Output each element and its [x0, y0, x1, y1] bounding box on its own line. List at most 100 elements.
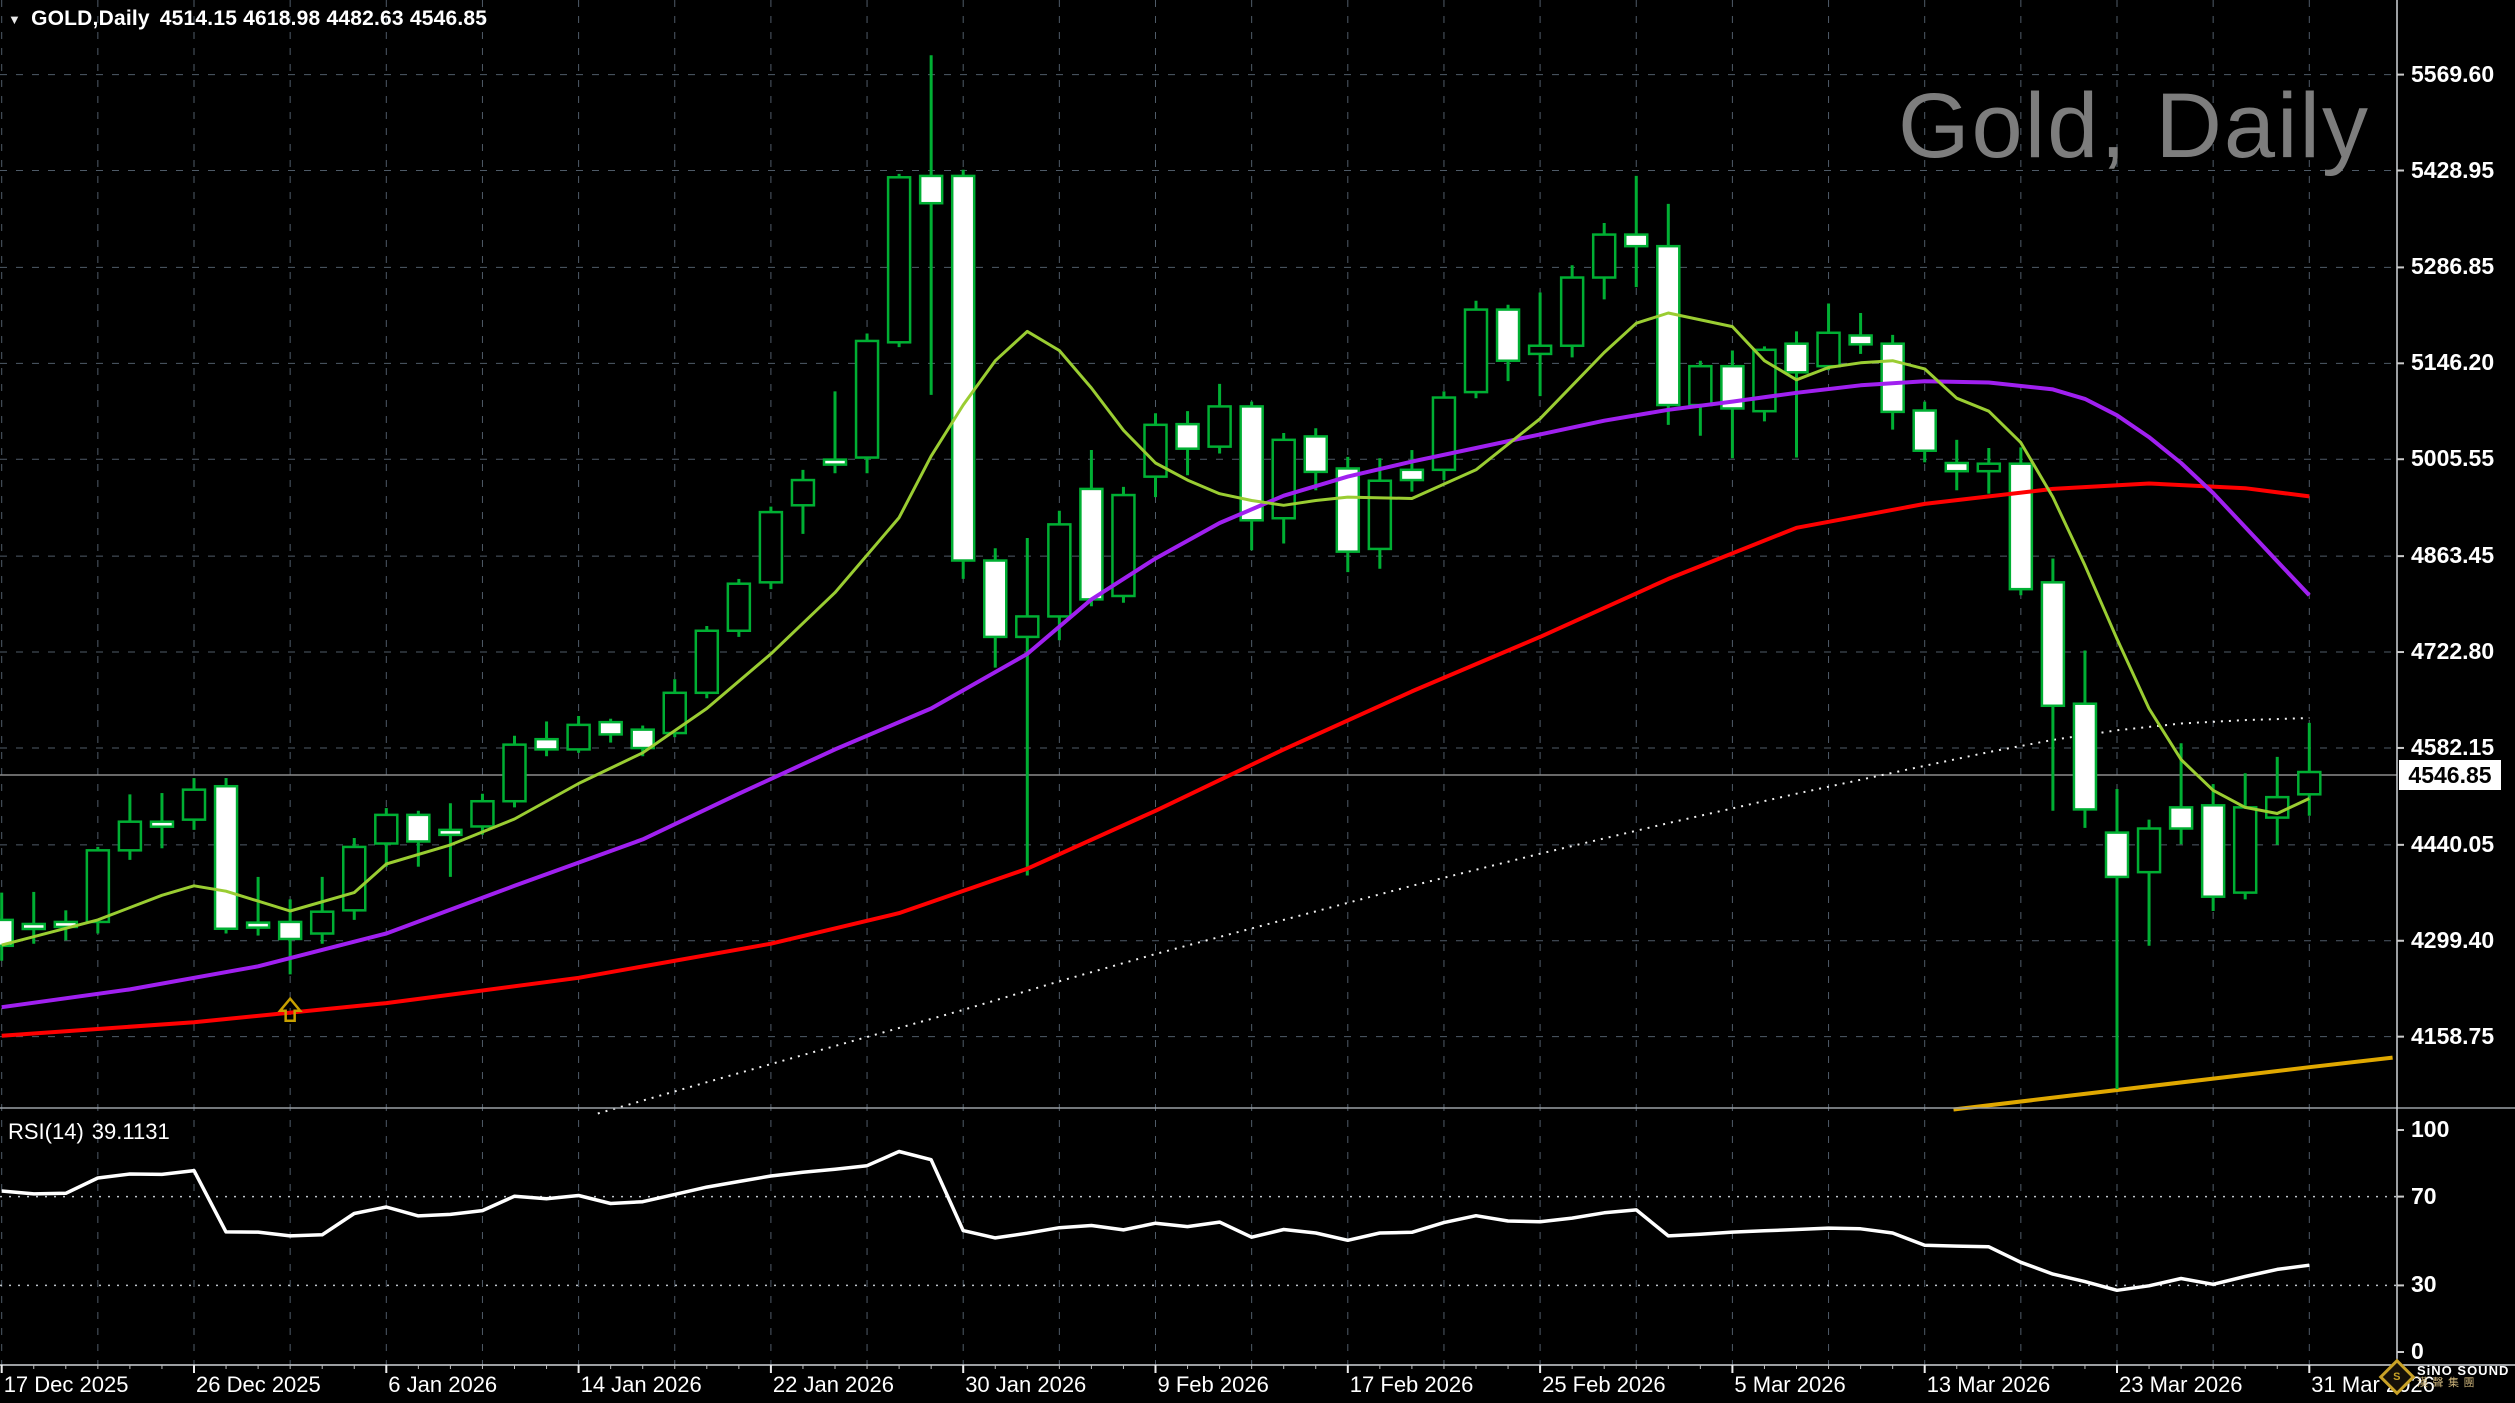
candle-body	[1976, 462, 2002, 473]
candle-body	[2008, 462, 2034, 591]
candle-body	[502, 743, 527, 803]
candle-body	[2040, 581, 2066, 708]
candle-body	[438, 828, 463, 837]
candle-body	[886, 176, 912, 344]
candle-body	[1912, 409, 1937, 452]
current-price-badge: 4546.85	[2399, 760, 2501, 790]
rsi-value: 39.1131	[91, 1119, 170, 1144]
candle-body	[1047, 523, 1072, 618]
rsi-name: RSI(14)	[8, 1119, 84, 1144]
broker-logo-cn: 漢聲集團	[2417, 1377, 2479, 1390]
date-axis-label: 26 Dec 2025	[196, 1372, 321, 1397]
candle-body	[1720, 364, 1745, 410]
candle-body	[21, 922, 46, 931]
candle-body	[277, 920, 303, 941]
candle-body	[2297, 770, 2322, 796]
candle-body	[662, 691, 687, 735]
candle-body	[181, 788, 207, 821]
rsi-axis-label: 70	[2411, 1182, 2437, 1209]
candle-body	[598, 720, 623, 736]
date-axis-label: 17 Dec 2025	[3, 1372, 129, 1397]
candle-body	[566, 723, 591, 751]
date-axis-label: 13 Mar 2026	[1926, 1372, 2051, 1397]
candle-body	[0, 918, 14, 948]
date-axis-label: 17 Feb 2026	[1349, 1372, 1474, 1397]
gold-trendline	[1953, 1055, 2393, 1112]
date-axis-label: 22 Jan 2026	[772, 1372, 894, 1397]
date-axis-label: 25 Feb 2026	[1542, 1372, 1666, 1397]
candle-body	[822, 458, 848, 466]
candle-body	[2136, 827, 2162, 874]
candle-body	[1399, 468, 1425, 482]
candle-body	[950, 174, 976, 562]
date-axis-label: 14 Jan 2026	[580, 1372, 702, 1397]
ma-mid	[1, 379, 2311, 1010]
candle-body	[1239, 405, 1264, 522]
chart-title-bar: ▼ GOLD,Daily 4514.15 4618.98 4482.63 454…	[8, 7, 487, 31]
candle-body	[1431, 396, 1457, 472]
candle-body	[1656, 244, 1681, 407]
candle-body	[149, 820, 175, 828]
candle-body	[470, 799, 495, 828]
candle-body	[534, 737, 559, 751]
ma-slow	[1, 481, 2310, 1038]
date-axis-label: 6 Jan 2026	[388, 1372, 498, 1397]
candle-body	[2104, 831, 2130, 879]
date-axis-label: 23 Mar 2026	[2119, 1372, 2243, 1397]
candle-body	[983, 559, 1008, 639]
symbol-dropdown-icon[interactable]: ▼	[8, 11, 22, 27]
candle-body	[2072, 702, 2098, 811]
candle-body	[1848, 334, 1873, 346]
candle-body	[1688, 364, 1713, 407]
candle-body	[1944, 461, 1969, 473]
buy-arrow-icon	[277, 996, 303, 1022]
candle-body	[854, 339, 880, 459]
candle-body	[213, 784, 239, 930]
candle-body	[2168, 806, 2194, 830]
candle-body	[1816, 331, 1841, 368]
candle-body	[374, 813, 399, 845]
symbol-timeframe-label: GOLD,Daily	[31, 7, 150, 30]
candle-body	[1335, 467, 1361, 553]
candle-body	[1303, 435, 1328, 474]
candle-body	[1784, 342, 1809, 374]
candle-body	[1880, 342, 1905, 414]
rsi-axis-label: 0	[2411, 1338, 2424, 1364]
candle-body	[245, 921, 271, 929]
ma-fast	[1, 311, 2310, 947]
candle-body	[2200, 804, 2226, 898]
price-axis-label: 5005.55	[2411, 445, 2495, 472]
candle-body	[790, 478, 816, 507]
candle-body	[1175, 422, 1200, 450]
candle-body	[1015, 615, 1040, 639]
price-axis-label: 5428.95	[2411, 156, 2495, 183]
candle-body	[1624, 233, 1649, 248]
candle-body	[1367, 479, 1393, 551]
candle-body	[630, 728, 655, 750]
chart-watermark: Gold, Daily	[1898, 75, 2370, 177]
candle-body	[1079, 487, 1104, 601]
candle-body	[117, 820, 143, 852]
price-axis-label: 4863.45	[2411, 542, 2495, 569]
price-axis-label: 5286.85	[2411, 253, 2495, 280]
price-axis-label: 5146.20	[2411, 349, 2495, 376]
ohlc-values-label: 4514.15 4618.98 4482.63 4546.85	[159, 7, 488, 30]
broker-logo-name: SiNO SOUND	[2417, 1363, 2510, 1379]
price-axis-label: 5569.60	[2411, 60, 2495, 87]
candle-body	[85, 849, 111, 924]
candle-body	[342, 845, 367, 912]
candle-body	[1559, 276, 1585, 347]
price-axis-label: 4299.40	[2411, 926, 2495, 953]
rsi-axis-label: 100	[2411, 1116, 2450, 1142]
price-axis-label: 4582.15	[2411, 733, 2495, 760]
price-axis-label: 4158.75	[2411, 1022, 2495, 1049]
candle-body	[2232, 806, 2258, 894]
rsi-axis-label: 30	[2411, 1271, 2437, 1298]
price-axis-label: 4722.80	[2411, 638, 2495, 665]
candle-body	[726, 582, 752, 633]
candle-body	[406, 813, 431, 843]
candle-body	[918, 174, 944, 205]
date-axis-label: 30 Jan 2026	[965, 1372, 1087, 1397]
